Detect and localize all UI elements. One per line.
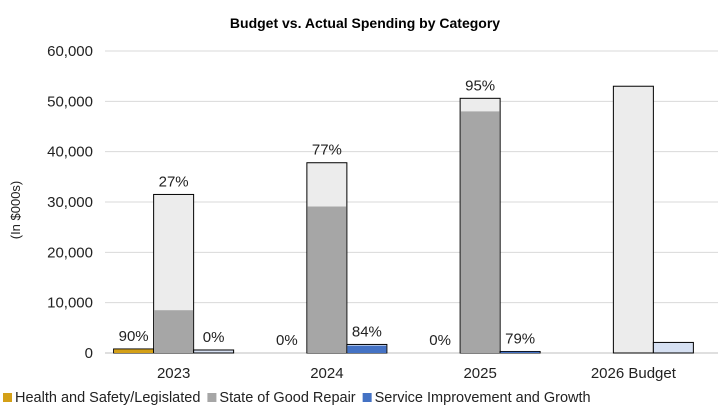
actual-bar (114, 349, 154, 353)
chart-title: Budget vs. Actual Spending by Category (230, 15, 500, 31)
x-axis-tick-labels: 2023 2024 2025 2026 Budget (157, 365, 677, 382)
x-tick-label: 2023 (157, 365, 190, 382)
legend-swatch (207, 393, 217, 402)
actual-bar (500, 351, 540, 353)
y-axis-tick-labels: 0 10,000 20,000 30,000 40,000 50,000 60,000 (47, 43, 93, 362)
bars (113, 85, 694, 354)
y-tick-label: 60,000 (47, 43, 93, 60)
actual-bar (460, 111, 500, 354)
budget-bar (193, 349, 235, 354)
actual-bar (154, 310, 194, 353)
budget-bar (612, 85, 654, 354)
actual-bar (307, 206, 347, 353)
y-axis-title: (In $000s) (8, 181, 23, 240)
y-tick-label: 0 (85, 345, 93, 362)
legend: Health and Safety/Legislated State of Goo… (3, 390, 591, 406)
gridlines (105, 50, 718, 354)
data-label: 0% (203, 329, 225, 346)
x-tick-label: 2024 (310, 365, 343, 382)
legend-label: State of Good Repair (219, 390, 355, 406)
y-tick-label: 40,000 (47, 144, 93, 161)
data-label: 90% (119, 328, 149, 345)
actual-bar (347, 345, 387, 353)
legend-swatch (3, 393, 12, 402)
data-label: 77% (312, 142, 342, 159)
data-label: 27% (159, 173, 189, 190)
data-label: 0% (276, 332, 298, 349)
x-tick-label: 2026 Budget (591, 365, 677, 382)
data-label: 84% (352, 323, 382, 340)
data-labels: 90% 27% 0% 0% 77% 84% 0% 95% 79% (119, 77, 536, 349)
y-tick-label: 10,000 (47, 295, 93, 312)
legend-label: Health and Safety/Legislated (15, 390, 200, 406)
y-tick-label: 50,000 (47, 93, 93, 110)
data-label: 79% (505, 330, 535, 347)
y-tick-label: 30,000 (47, 194, 93, 211)
x-tick-label: 2025 (463, 365, 496, 382)
y-tick-label: 20,000 (47, 244, 93, 261)
data-label: 95% (465, 77, 495, 94)
legend-swatch (362, 393, 372, 402)
budget-bar (652, 341, 694, 354)
legend-label: Service Improvement and Growth (375, 390, 591, 406)
data-label: 0% (429, 332, 451, 349)
